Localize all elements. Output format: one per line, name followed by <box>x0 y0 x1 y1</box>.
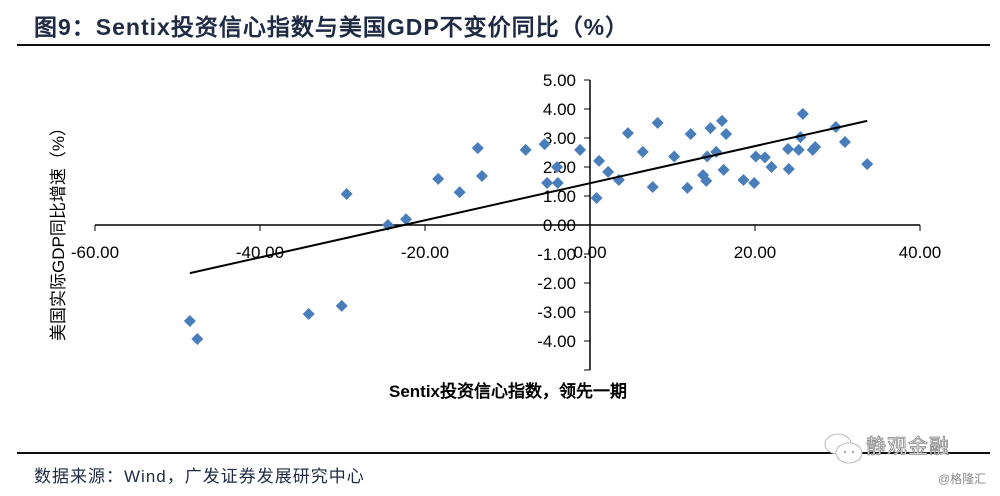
data-point <box>792 143 805 156</box>
data-point <box>717 163 730 176</box>
data-point <box>519 143 532 156</box>
data-point <box>400 213 413 226</box>
data-point <box>538 138 551 151</box>
data-point <box>704 122 717 135</box>
data-point <box>861 158 874 171</box>
watermark: 静观金融 <box>866 436 950 459</box>
data-point <box>700 174 713 187</box>
y-tick-label: 4.00 <box>543 100 576 119</box>
x-tick-label: -60.00 <box>71 243 119 262</box>
data-point <box>475 169 488 182</box>
footer-divider <box>17 452 990 454</box>
data-point <box>749 150 762 163</box>
data-point <box>602 165 615 178</box>
credit-label: @格隆汇 <box>938 472 987 486</box>
data-point <box>453 186 466 199</box>
data-point <box>765 161 778 173</box>
x-tick-label: 40.00 <box>899 243 942 262</box>
data-point <box>471 142 484 155</box>
data-point <box>551 176 564 189</box>
data-point <box>681 181 694 194</box>
wechat-icon <box>824 433 863 464</box>
data-point <box>716 114 728 127</box>
data-point <box>684 127 697 140</box>
data-point <box>183 314 196 327</box>
y-tick-label: -1.00 <box>537 245 576 264</box>
data-point <box>796 107 809 120</box>
y-tick-label: -2.00 <box>537 274 576 293</box>
title-divider <box>17 44 990 46</box>
data-point <box>574 143 587 156</box>
chart-title: 图9：Sentix投资信心指数与美国GDP不变价同比（%） <box>34 14 630 40</box>
data-point <box>720 127 733 140</box>
data-point <box>782 163 795 176</box>
trend-line <box>189 119 868 275</box>
data-point <box>737 174 750 187</box>
data-point <box>646 181 659 194</box>
data-point <box>432 172 445 185</box>
source-note: 数据来源：Wind，广发证券发展研究中心 <box>34 467 365 486</box>
data-point <box>782 143 794 156</box>
data-point <box>668 150 681 163</box>
x-tick-label: -40.00 <box>236 243 284 262</box>
y-axis-label: 美国实际GDP同比增速（%） <box>49 119 68 341</box>
data-point <box>191 332 204 345</box>
data-point <box>621 127 634 140</box>
data-point <box>758 151 771 164</box>
data-point <box>302 308 315 321</box>
data-point <box>541 176 554 189</box>
data-point <box>651 116 664 129</box>
data-point <box>809 140 822 153</box>
y-tick-label: 5.00 <box>543 71 576 90</box>
data-point <box>838 136 851 149</box>
y-tick-label: -4.00 <box>537 332 576 351</box>
y-tick-label: 0.00 <box>543 216 576 235</box>
data-point <box>551 161 563 173</box>
data-point <box>340 187 353 200</box>
y-tick-label: 3.00 <box>543 129 576 148</box>
data-point <box>748 176 761 189</box>
data-point <box>590 192 603 205</box>
x-tick-label: -20.00 <box>401 243 449 262</box>
x-tick-label: 20.00 <box>734 243 777 262</box>
data-point <box>593 154 606 167</box>
x-axis-label: Sentix投资信心指数，领先一期 <box>389 381 627 401</box>
data-point <box>335 299 348 312</box>
data-point <box>794 131 807 144</box>
data-point <box>636 145 649 158</box>
y-tick-label: -3.00 <box>537 303 576 322</box>
